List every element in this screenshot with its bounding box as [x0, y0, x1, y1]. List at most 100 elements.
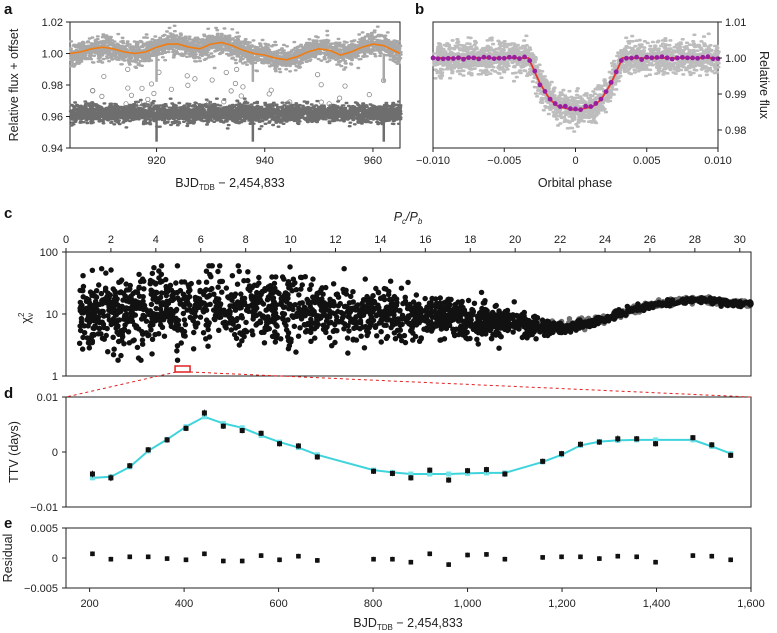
binned-point	[445, 56, 451, 61]
outlier-point	[314, 72, 321, 78]
ttv-data-point	[615, 436, 621, 442]
binned-point	[430, 55, 436, 61]
ttv-model-point	[201, 414, 207, 420]
x-tick-label: 200	[80, 598, 98, 610]
outlier-point	[125, 66, 131, 72]
outlier-point	[238, 93, 244, 99]
ttv-data-point	[220, 423, 226, 429]
residual-point	[108, 556, 114, 562]
residual-point	[559, 554, 564, 560]
ttv-data-point	[239, 428, 245, 434]
residual-point	[90, 551, 95, 557]
outlier-point	[145, 96, 151, 103]
binned-point	[654, 55, 660, 60]
residual-point	[258, 553, 264, 558]
outlier-point	[234, 66, 240, 72]
ttv-data-point	[465, 468, 471, 474]
ttv-model-point	[653, 437, 659, 443]
zoom-line-left	[65, 371, 177, 398]
panel-a-ylabel: Relative flux + offset	[7, 28, 21, 141]
panel-a-xlabel-suffix: − 2,454,833	[215, 176, 285, 190]
binned-point	[644, 54, 650, 60]
panel-c-top-xlabel-sub1: c	[402, 217, 406, 226]
y-tick-label: 100	[40, 247, 58, 259]
binned-point	[685, 55, 690, 61]
panel-d: −0.01 0 0.01	[30, 392, 734, 514]
x-tick-label: 28	[689, 234, 701, 246]
binned-point	[583, 103, 589, 109]
ttv-data-point	[427, 467, 433, 473]
residual-point	[371, 556, 376, 562]
binned-point	[456, 55, 461, 61]
outlier-point	[90, 87, 96, 94]
binned-point	[496, 55, 502, 61]
binned-point	[568, 106, 573, 112]
residual-point	[653, 559, 658, 565]
x-tick-label: −0.010	[416, 155, 450, 167]
residual-point	[145, 554, 151, 560]
panel-c-ylabel-sub: ν	[26, 313, 35, 317]
panel-b-xlabel: Orbital phase	[538, 176, 612, 190]
panel-c-top-xlabel-sub2: b	[418, 217, 423, 226]
binned-point	[557, 104, 563, 109]
ttv-data-point	[127, 463, 133, 469]
x-tick-label: 10	[284, 234, 296, 246]
highlight-box	[174, 365, 191, 373]
panel-a-xlabel-main: BJD	[175, 176, 199, 190]
ttv-model-point	[483, 470, 489, 476]
outlier-point	[137, 100, 143, 106]
residual-point	[709, 553, 715, 559]
residual-point	[465, 552, 470, 558]
y-tick-label: −0.005	[24, 583, 58, 595]
binned-point	[547, 96, 553, 102]
x-tick-label: 26	[644, 234, 656, 246]
ttv-data-point	[559, 451, 565, 457]
panel-c-top-xlabel: Pc/Pb	[394, 210, 423, 226]
panel-e-xlabel-main: BJD	[353, 616, 377, 630]
binned-point	[618, 58, 624, 63]
y-tick-label: 0.005	[30, 523, 58, 535]
residual-point	[315, 558, 320, 563]
panel-e-label: e	[4, 515, 12, 532]
binned-point	[471, 55, 477, 61]
outlier-point	[337, 95, 343, 101]
binned-point	[573, 106, 578, 112]
ttv-data-point	[314, 454, 320, 460]
residual-point	[127, 554, 133, 560]
binned-point	[690, 55, 695, 61]
ttv-data-point	[89, 471, 95, 477]
residual-point	[690, 553, 696, 558]
binned-point	[562, 103, 568, 109]
panel-b-label: b	[415, 1, 424, 18]
residual-point	[578, 554, 583, 560]
detrended-flux-points	[68, 97, 403, 131]
ttv-data-point	[634, 436, 640, 442]
ttv-model-point	[446, 471, 452, 477]
ttv-data-point	[389, 470, 395, 476]
binned-point	[608, 80, 614, 85]
outlier-point	[101, 73, 107, 80]
residual-point	[615, 553, 621, 559]
binned-point	[476, 56, 482, 62]
x-tick-label: 20	[509, 234, 521, 246]
x-tick-label: 0.010	[704, 155, 732, 167]
outlier-point	[148, 81, 155, 87]
x-tick-label: 0	[63, 234, 69, 246]
outlier-point	[223, 69, 229, 76]
binned-point	[578, 107, 583, 113]
x-tick-label: 18	[464, 234, 476, 246]
y-tick-label: 0.01	[37, 392, 58, 404]
panel-c-ylabel-chi: χ	[19, 317, 33, 324]
outlier-point	[192, 76, 198, 82]
ttv-data-point	[502, 471, 508, 477]
binned-point	[639, 57, 645, 62]
y-tick-label: 1.00	[42, 49, 63, 61]
ttv-data-point	[258, 430, 264, 436]
panel-a: 920 940 960 0.94 0.96 0.98 1.00 1.02	[42, 17, 403, 167]
x-tick-label: −0.005	[487, 155, 521, 167]
outlier-point	[326, 101, 332, 107]
binned-point	[440, 56, 446, 62]
residual-point	[390, 556, 395, 562]
binned-point	[542, 88, 548, 94]
binned-point	[552, 101, 558, 106]
